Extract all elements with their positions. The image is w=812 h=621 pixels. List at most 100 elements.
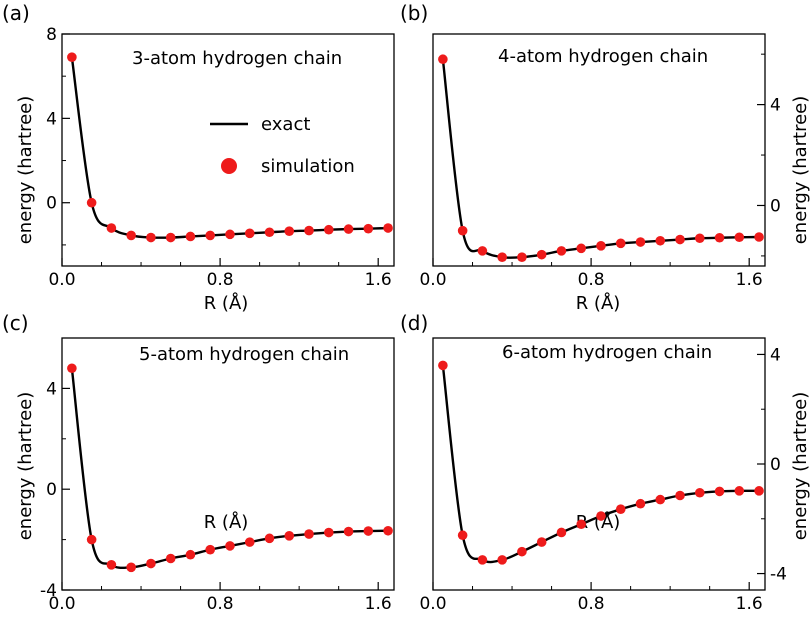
chart-title: 5-atom hydrogen chain bbox=[139, 344, 349, 365]
simulation-point bbox=[284, 226, 295, 236]
simulation-point bbox=[244, 537, 255, 547]
x-axis-label: R (Å) bbox=[576, 292, 621, 314]
simulation-point bbox=[635, 498, 646, 509]
exact-curve bbox=[70, 57, 389, 239]
chart-title: 4-atom hydrogen chain bbox=[498, 46, 708, 67]
simulation-point bbox=[457, 225, 468, 236]
simulation-point bbox=[576, 519, 587, 530]
y-tick-label: 8 bbox=[46, 25, 57, 45]
simulation-point bbox=[67, 363, 77, 374]
simulation-point bbox=[675, 234, 685, 245]
simulation-point bbox=[536, 537, 547, 547]
panel-c: (c) 5-atom hydrogen chain energy (hartre… bbox=[2, 311, 395, 614]
simulation-point bbox=[714, 232, 725, 243]
simulation-point bbox=[185, 549, 196, 560]
simulation-point bbox=[106, 223, 117, 233]
simulation-point bbox=[615, 238, 626, 249]
x-tick-label: 0.8 bbox=[207, 270, 234, 290]
simulation-point bbox=[714, 486, 725, 497]
simulation-point bbox=[304, 529, 314, 539]
chart-title: 6-atom hydrogen chain bbox=[502, 342, 712, 363]
plot-frame bbox=[61, 33, 395, 267]
y-tick-label: -4 bbox=[770, 565, 787, 585]
simulation-point bbox=[438, 54, 448, 65]
x-tick-label: 0.0 bbox=[48, 594, 75, 614]
exact-curve bbox=[70, 368, 389, 570]
simulation-point bbox=[205, 544, 216, 555]
simulation-point bbox=[146, 232, 156, 243]
simulation-point bbox=[323, 527, 334, 538]
x-tick-label: 1.6 bbox=[736, 270, 763, 290]
y-axis-label: energy (hartree) bbox=[790, 392, 811, 541]
simulation-point bbox=[694, 487, 705, 498]
y-tick-label: 4 bbox=[46, 379, 57, 399]
x-tick-label: 1.6 bbox=[365, 270, 392, 290]
y-axis-label: energy (hartree) bbox=[15, 392, 36, 541]
simulation-point bbox=[694, 233, 705, 244]
simulation-point bbox=[185, 231, 196, 242]
y-tick-label: 0 bbox=[770, 196, 781, 216]
simulation-point bbox=[383, 525, 393, 536]
simulation-point bbox=[438, 360, 448, 371]
panel-label: (b) bbox=[400, 1, 428, 25]
chart-title: 3-atom hydrogen chain bbox=[132, 48, 342, 69]
y-tick-label: -4 bbox=[40, 581, 57, 601]
panel-a: (a) 3-atom hydrogen chain energy (hartre… bbox=[2, 1, 395, 314]
simulation-point bbox=[477, 555, 488, 565]
legend-marker-simulation bbox=[221, 158, 237, 174]
x-tick-label: 0.0 bbox=[48, 270, 75, 290]
x-tick-label: 0.0 bbox=[419, 270, 446, 290]
simulation-point bbox=[363, 526, 374, 536]
simulation-point bbox=[754, 486, 764, 496]
simulation-point bbox=[556, 527, 567, 538]
simulation-point bbox=[165, 232, 176, 243]
x-tick-label: 0.0 bbox=[419, 594, 446, 614]
simulation-point bbox=[284, 531, 295, 541]
simulation-point bbox=[576, 243, 587, 254]
simulation-point bbox=[655, 494, 666, 505]
simulation-point bbox=[86, 197, 97, 208]
simulation-point bbox=[497, 252, 507, 262]
simulation-point bbox=[556, 246, 567, 256]
y-axis-label: energy (hartree) bbox=[15, 96, 36, 245]
panel-label: (c) bbox=[2, 311, 29, 335]
simulation-point bbox=[264, 227, 275, 238]
simulation-point bbox=[343, 224, 354, 234]
plot-frame bbox=[61, 337, 395, 591]
simulation-point bbox=[363, 223, 374, 234]
simulation-point bbox=[457, 530, 468, 541]
simulation-point bbox=[615, 504, 626, 514]
simulation-point bbox=[323, 224, 334, 235]
simulation-point bbox=[734, 232, 745, 243]
y-tick-label: 4 bbox=[770, 345, 781, 365]
x-axis-label: R (Å) bbox=[204, 292, 249, 314]
y-tick-label: 0 bbox=[46, 194, 57, 214]
panel-label: (d) bbox=[400, 311, 428, 335]
simulation-point bbox=[635, 237, 646, 247]
x-tick-label: 1.6 bbox=[736, 594, 763, 614]
simulation-point bbox=[67, 52, 77, 62]
x-tick-label: 0.8 bbox=[578, 270, 605, 290]
x-axis-label: R (Å) bbox=[576, 511, 621, 533]
simulation-point bbox=[225, 229, 235, 240]
x-axis-label: R (Å) bbox=[204, 511, 249, 533]
panel-b: (b) 4-atom hydrogen chain energy (hartre… bbox=[400, 1, 811, 314]
simulation-point bbox=[146, 558, 156, 569]
legend: exact simulation bbox=[210, 114, 355, 177]
legend-label-simulation: simulation bbox=[261, 156, 355, 177]
simulation-point bbox=[86, 534, 97, 545]
simulation-point bbox=[244, 228, 255, 239]
simulation-point bbox=[517, 252, 527, 262]
x-tick-label: 0.8 bbox=[207, 594, 234, 614]
simulation-point bbox=[264, 533, 275, 544]
x-tick-label: 1.6 bbox=[365, 594, 392, 614]
simulation-point bbox=[106, 560, 117, 570]
simulation-point bbox=[126, 562, 136, 573]
simulation-point bbox=[225, 541, 235, 551]
y-tick-label: 4 bbox=[46, 109, 57, 129]
simulation-point bbox=[343, 526, 354, 537]
y-tick-label: 0 bbox=[46, 480, 57, 500]
panel-label: (a) bbox=[2, 1, 30, 25]
simulation-point bbox=[477, 246, 488, 256]
